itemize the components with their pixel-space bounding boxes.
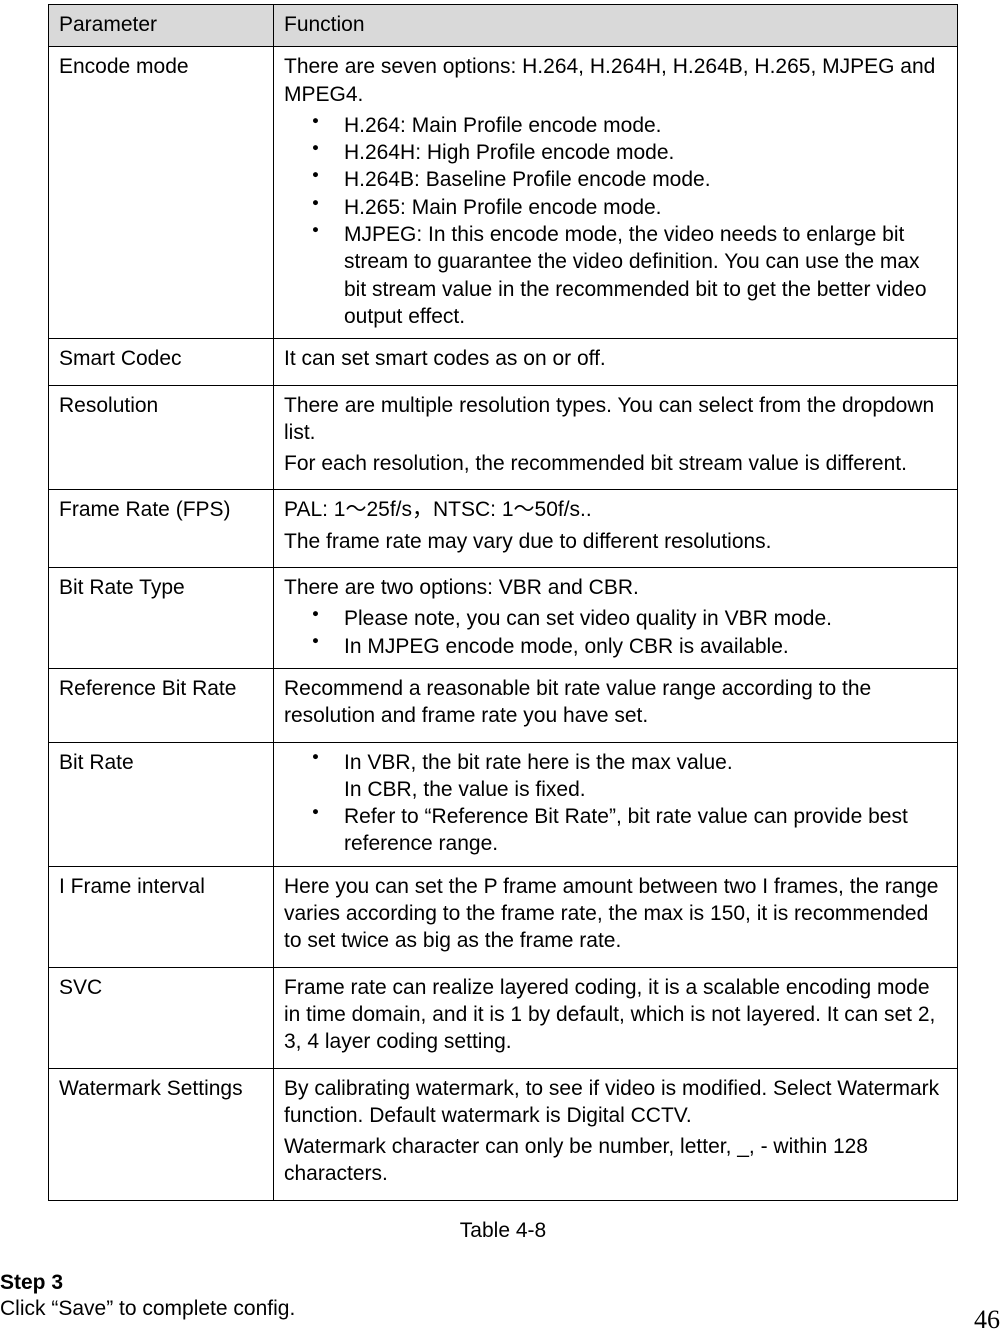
bullet-item: H.265: Main Profile encode mode. — [312, 194, 947, 221]
cell-parameter: Smart Codec — [49, 339, 274, 385]
bullet-item: H.264H: High Profile encode mode. — [312, 139, 947, 166]
bullet-list: H.264: Main Profile encode mode.H.264H: … — [312, 112, 947, 330]
cell-parameter: Watermark Settings — [49, 1068, 274, 1200]
table-row: Reference Bit RateRecommend a reasonable… — [49, 668, 958, 742]
table-row: Frame Rate (FPS)PAL: 1～25f/s，NTSC: 1～50f… — [49, 490, 958, 568]
cell-paragraph: Watermark character can only be number, … — [284, 1133, 947, 1188]
cell-parameter: Resolution — [49, 385, 274, 490]
cell-function: Here you can set the P frame amount betw… — [274, 866, 958, 967]
bullet-item: Please note, you can set video quality i… — [312, 605, 947, 632]
bullet-item: Refer to “Reference Bit Rate”, bit rate … — [312, 803, 947, 858]
cell-paragraph: It can set smart codes as on or off. — [284, 345, 947, 372]
cell-function: There are two options: VBR and CBR. Pleas… — [274, 568, 958, 669]
cell-function: By calibrating watermark, to see if vide… — [274, 1068, 958, 1200]
cell-intro-text: There are seven options: H.264, H.264H, … — [284, 53, 947, 108]
table-row: ResolutionThere are multiple resolution … — [49, 385, 958, 490]
bullet-list: Please note, you can set video quality i… — [312, 605, 947, 660]
cell-function: In VBR, the bit rate here is the max val… — [274, 742, 958, 866]
cell-function: Frame rate can realize layered coding, i… — [274, 967, 958, 1068]
bullet-item: In MJPEG encode mode, only CBR is availa… — [312, 633, 947, 660]
cell-paragraph: For each resolution, the recommended bit… — [284, 450, 947, 477]
header-parameter: Parameter — [49, 5, 274, 47]
bullet-item: H.264: Main Profile encode mode. — [312, 112, 947, 139]
cell-function: There are multiple resolution types. You… — [274, 385, 958, 490]
cell-function: PAL: 1～25f/s，NTSC: 1～50f/s.. The frame ra… — [274, 490, 958, 568]
cell-function: It can set smart codes as on or off. — [274, 339, 958, 385]
header-function: Function — [274, 5, 958, 47]
table-caption: Table 4-8 — [48, 1219, 958, 1243]
table-row: Watermark SettingsBy calibrating waterma… — [49, 1068, 958, 1200]
step-body: Click “Save” to complete config. — [0, 1297, 958, 1321]
bullet-item: MJPEG: In this encode mode, the video ne… — [312, 221, 947, 330]
cell-function: There are seven options: H.264, H.264H, … — [274, 47, 958, 339]
bullet-item: In VBR, the bit rate here is the max val… — [312, 749, 947, 804]
cell-paragraph: The frame rate may vary due to different… — [284, 528, 947, 555]
cell-parameter: Bit Rate — [49, 742, 274, 866]
bullet-item: H.264B: Baseline Profile encode mode. — [312, 166, 947, 193]
table-header-row: Parameter Function — [49, 5, 958, 47]
page: Parameter Function Encode modeThere are … — [0, 0, 1006, 1341]
table-row: SVCFrame rate can realize layered coding… — [49, 967, 958, 1068]
cell-paragraph: Frame rate can realize layered coding, i… — [284, 974, 947, 1056]
cell-parameter: Encode mode — [49, 47, 274, 339]
table-row: Smart Codec It can set smart codes as on … — [49, 339, 958, 385]
cell-paragraph: Here you can set the P frame amount betw… — [284, 873, 947, 955]
page-number: 46 — [974, 1305, 1000, 1335]
cell-paragraph: By calibrating watermark, to see if vide… — [284, 1075, 947, 1130]
step-heading: Step 3 — [0, 1271, 958, 1295]
table-row: Encode modeThere are seven options: H.26… — [49, 47, 958, 339]
table-body: Encode modeThere are seven options: H.26… — [49, 47, 958, 1200]
table-row: Bit Rate In VBR, the bit rate here is the… — [49, 742, 958, 866]
cell-parameter: Frame Rate (FPS) — [49, 490, 274, 568]
cell-parameter: SVC — [49, 967, 274, 1068]
bullet-list: In VBR, the bit rate here is the max val… — [312, 749, 947, 858]
cell-parameter: Reference Bit Rate — [49, 668, 274, 742]
cell-parameter: Bit Rate Type — [49, 568, 274, 669]
cell-paragraph: There are multiple resolution types. You… — [284, 392, 947, 447]
cell-paragraph: PAL: 1～25f/s，NTSC: 1～50f/s.. — [284, 496, 947, 523]
cell-intro-text: There are two options: VBR and CBR. — [284, 574, 947, 601]
cell-function: Recommend a reasonable bit rate value ra… — [274, 668, 958, 742]
parameter-table: Parameter Function Encode modeThere are … — [48, 4, 958, 1201]
table-row: Bit Rate TypeThere are two options: VBR … — [49, 568, 958, 669]
table-row: I Frame intervalHere you can set the P f… — [49, 866, 958, 967]
cell-parameter: I Frame interval — [49, 866, 274, 967]
table-head: Parameter Function — [49, 5, 958, 47]
cell-paragraph: Recommend a reasonable bit rate value ra… — [284, 675, 947, 730]
